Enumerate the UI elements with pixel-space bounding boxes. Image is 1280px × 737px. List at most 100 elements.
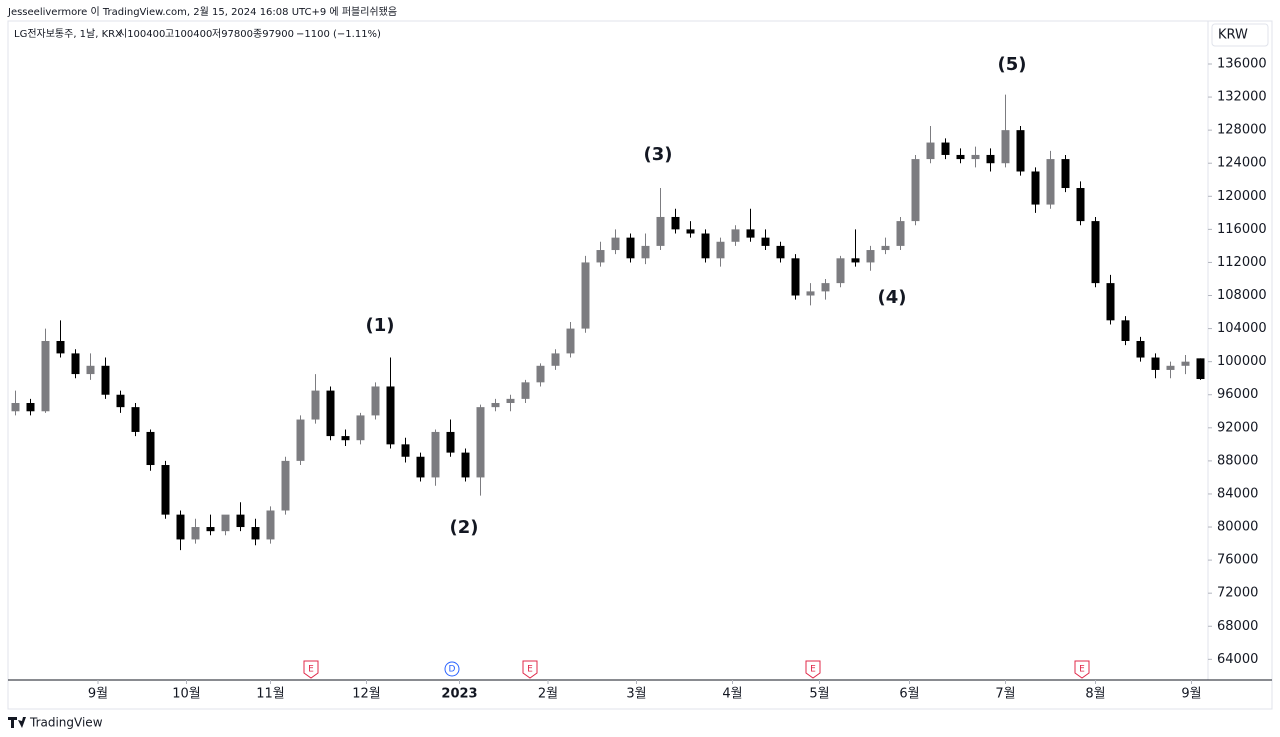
candle-body bbox=[566, 328, 575, 354]
candle-body bbox=[86, 365, 95, 375]
candle-body bbox=[791, 258, 800, 296]
header: Jesseelivermore 이 TradingView.com, 2월 15… bbox=[7, 6, 397, 18]
y-tick-label: 136000 bbox=[1217, 56, 1267, 71]
candle-body bbox=[281, 460, 290, 511]
currency: KRW bbox=[1218, 28, 1248, 43]
candle-body bbox=[401, 444, 410, 457]
candle-body bbox=[746, 229, 755, 238]
y-tick-label: 112000 bbox=[1217, 255, 1267, 270]
ohlc-value: 종97900 bbox=[253, 28, 294, 40]
candle-body bbox=[821, 283, 830, 292]
y-tick-label: 64000 bbox=[1217, 652, 1258, 667]
candle-body bbox=[131, 407, 140, 432]
candle-body bbox=[536, 365, 545, 383]
event-label: E bbox=[1079, 665, 1085, 675]
candle-body bbox=[911, 159, 920, 222]
candle-body bbox=[941, 142, 950, 155]
candle-body bbox=[731, 229, 740, 242]
y-tick-label: 120000 bbox=[1217, 189, 1267, 204]
candle-body bbox=[851, 258, 860, 263]
candle-body bbox=[1016, 130, 1025, 172]
ohlc-value: −1100 (−1.11%) bbox=[296, 29, 381, 40]
x-tick-label: 5월 bbox=[809, 687, 829, 702]
event-label: D bbox=[449, 665, 456, 675]
candle-body bbox=[761, 237, 770, 246]
candle-body bbox=[266, 510, 275, 540]
x-tick-label: 2월 bbox=[538, 687, 558, 702]
x-tick-label: 4월 bbox=[722, 687, 742, 702]
candle-body bbox=[1061, 159, 1070, 189]
candle-body bbox=[176, 514, 185, 540]
y-tick-label: 68000 bbox=[1217, 619, 1258, 634]
candle-body bbox=[926, 142, 935, 160]
candle-body bbox=[971, 154, 980, 160]
candle-body bbox=[386, 386, 395, 445]
candle-body bbox=[446, 431, 455, 453]
y-tick-label: 108000 bbox=[1217, 288, 1267, 303]
candle-body bbox=[1046, 159, 1055, 205]
x-tick-label: 7월 bbox=[995, 687, 1015, 702]
candle-body bbox=[326, 390, 335, 437]
candle-body bbox=[1151, 357, 1160, 370]
currency-box bbox=[1211, 23, 1269, 47]
candle-body bbox=[956, 154, 965, 160]
candle-body bbox=[116, 394, 125, 408]
candle-body bbox=[461, 452, 470, 478]
y-tick-label: 128000 bbox=[1217, 123, 1267, 138]
x-tick-label: 11월 bbox=[256, 687, 285, 702]
candle-body bbox=[881, 245, 890, 251]
candle-body bbox=[161, 465, 170, 515]
candle-body bbox=[1136, 340, 1145, 358]
wave-label: (3) bbox=[644, 144, 673, 165]
candle-body bbox=[416, 456, 425, 478]
candle-body bbox=[581, 262, 590, 329]
y-tick-label: 80000 bbox=[1217, 520, 1258, 535]
y-tick-label: 124000 bbox=[1217, 156, 1267, 171]
candle-body bbox=[56, 340, 65, 354]
candle-body bbox=[311, 390, 320, 420]
candle-body bbox=[71, 353, 80, 375]
y-tick-label: 76000 bbox=[1217, 553, 1258, 568]
logo-icon bbox=[8, 717, 26, 728]
candle-body bbox=[866, 250, 875, 263]
event-marker bbox=[805, 660, 821, 679]
candle-body bbox=[11, 403, 20, 412]
candle-body bbox=[596, 250, 605, 263]
x-tick-label: 9월 bbox=[1181, 687, 1201, 702]
candle-body bbox=[671, 216, 680, 230]
event-label: E bbox=[527, 665, 533, 675]
candle-body bbox=[191, 527, 200, 540]
candle-body bbox=[626, 237, 635, 259]
y-tick-label: 116000 bbox=[1217, 222, 1267, 237]
ohlc-value: 저97800 bbox=[212, 28, 253, 40]
event-marker bbox=[303, 660, 319, 679]
candle-body bbox=[206, 527, 215, 532]
y-tick-label: 132000 bbox=[1217, 90, 1267, 105]
x-tick-label: 10월 bbox=[172, 687, 201, 702]
candle-body bbox=[26, 403, 35, 412]
y-tick-label: 88000 bbox=[1217, 453, 1258, 468]
candle-body bbox=[776, 245, 785, 259]
candle-body bbox=[986, 154, 995, 164]
candle-body bbox=[491, 403, 500, 408]
candle-body bbox=[611, 237, 620, 251]
candle-body bbox=[41, 340, 50, 412]
candle-body bbox=[701, 233, 710, 259]
candle-body bbox=[656, 216, 665, 246]
chart-frame bbox=[7, 20, 1273, 710]
candle-body bbox=[1196, 358, 1205, 380]
x-tick-label: 6월 bbox=[899, 687, 919, 702]
candle-body bbox=[641, 245, 650, 259]
event-label: E bbox=[810, 665, 816, 675]
ohlc-value: 시100400 bbox=[118, 28, 165, 40]
candle-body bbox=[221, 514, 230, 532]
candle-body bbox=[251, 527, 260, 540]
candle-body bbox=[1121, 320, 1130, 341]
wave-label: (5) bbox=[998, 54, 1027, 75]
x-tick-label: 3월 bbox=[626, 687, 646, 702]
event-marker bbox=[522, 660, 538, 679]
y-tick-label: 100000 bbox=[1217, 354, 1267, 369]
wave-label: (4) bbox=[878, 287, 907, 308]
candle-body bbox=[1001, 130, 1010, 164]
